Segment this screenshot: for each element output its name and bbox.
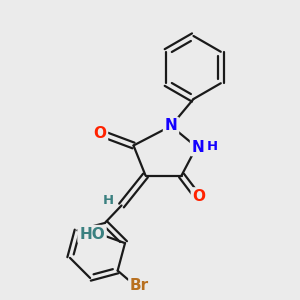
- Text: N: N: [165, 118, 177, 134]
- Text: HO: HO: [79, 226, 105, 242]
- Text: O: O: [192, 189, 206, 204]
- Text: H: H: [102, 194, 114, 207]
- Text: O: O: [93, 126, 106, 141]
- Text: H: H: [206, 140, 218, 154]
- Text: Br: Br: [130, 278, 149, 293]
- Text: N: N: [192, 140, 204, 154]
